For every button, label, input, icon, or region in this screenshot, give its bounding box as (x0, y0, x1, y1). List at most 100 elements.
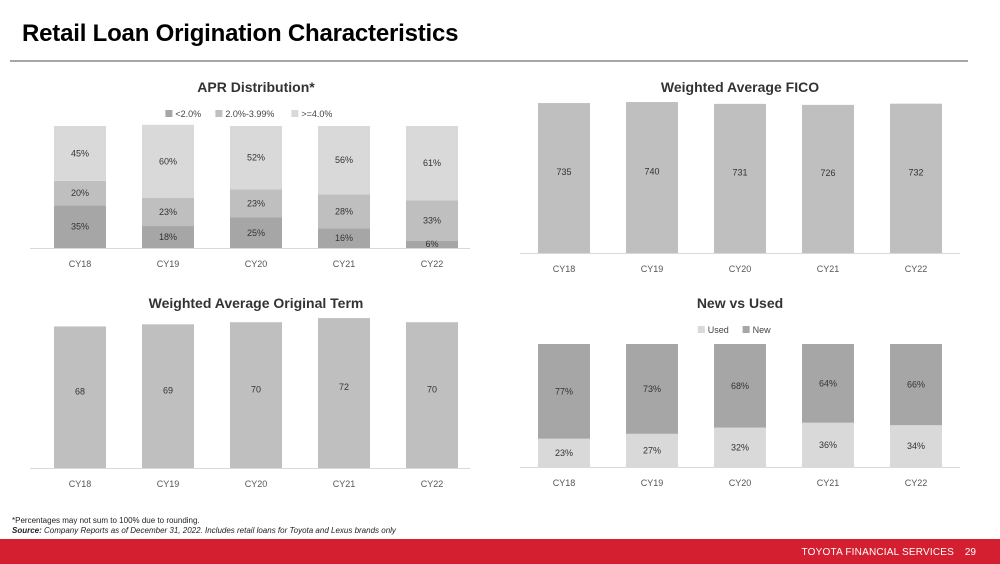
x-tick-label: CY21 (333, 259, 356, 269)
bar-cy18-new (538, 344, 590, 439)
bar-cy22-4-0 (406, 126, 458, 201)
bar-cy22-new (890, 344, 942, 426)
bar-cy18-4-0 (54, 126, 106, 181)
page-number: 29 (964, 547, 976, 558)
data-label: 23% (555, 448, 573, 458)
legend-item-used: Used (697, 325, 729, 335)
data-label: 34% (907, 441, 925, 451)
data-label: 73% (643, 384, 661, 394)
legend-swatch (215, 110, 223, 117)
data-label: 25% (247, 228, 265, 238)
data-label: 66% (907, 380, 925, 390)
data-label: 70 (251, 384, 261, 394)
bar-cy20 (714, 103, 766, 253)
bar-cy22-2-0-3-99 (406, 200, 458, 241)
bar-cy22-2-0 (406, 240, 458, 248)
weighted-average-fico-chart: Weighted Average FICO 735 CY18 740 CY19 731 CY… (520, 70, 960, 280)
legend-label: New (753, 325, 772, 335)
weighted-average-original-term-svg: Weighted Average Original Term 68 CY18 69 CY… (30, 295, 470, 489)
bar-cy19-2-0-3-99 (142, 197, 194, 227)
apr-distribution-chart: APR Distribution* <2.0% 2.0%-3.99% >=4.0% 35… (30, 70, 470, 280)
bar-cy22 (890, 103, 942, 253)
chart-title: Weighted Average Original Term (149, 295, 364, 311)
bar-cy22-used (890, 425, 942, 467)
x-tick-label: CY22 (421, 259, 444, 269)
x-tick-label: CY20 (245, 259, 268, 269)
data-label: 35% (71, 222, 89, 232)
bar-cy19-new (626, 344, 678, 434)
data-label: 52% (247, 153, 265, 163)
data-label: 36% (819, 440, 837, 450)
bar-cy21-2-0-3-99 (318, 194, 370, 229)
data-label: 726 (820, 168, 835, 178)
data-label: 68% (731, 381, 749, 391)
bar-cy20-2-0 (230, 217, 282, 248)
title-divider (10, 60, 968, 62)
x-tick-label: CY20 (729, 478, 752, 488)
x-tick-label: CY18 (69, 479, 92, 489)
bar-cy20-2-0-3-99 (230, 189, 282, 218)
apr-distribution-svg: APR Distribution* <2.0% 2.0%-3.99% >=4.0% 35… (30, 79, 470, 269)
bar-cy18 (538, 103, 590, 253)
legend-swatch (291, 110, 299, 117)
data-label: 56% (335, 155, 353, 165)
x-tick-label: CY20 (729, 264, 752, 274)
data-label: 72 (339, 382, 349, 392)
data-label: 23% (247, 198, 265, 208)
bar-cy20-new (714, 344, 766, 428)
data-label: 33% (423, 216, 441, 226)
x-tick-label: CY21 (333, 479, 356, 489)
x-tick-label: CY21 (817, 264, 840, 274)
bar-cy19-2-0 (142, 226, 194, 248)
data-label: 61% (423, 158, 441, 168)
data-label: 69 (163, 385, 173, 395)
legend-item-2-0: <2.0% (165, 109, 201, 119)
bar-cy18-2-0-3-99 (54, 180, 106, 206)
source-label: Source: (12, 526, 42, 535)
x-tick-label: CY20 (245, 479, 268, 489)
legend-item-new: New (742, 325, 772, 335)
page-title: Retail Loan Origination Characteristics (22, 20, 459, 47)
data-label: 732 (908, 167, 923, 177)
data-label: 45% (71, 148, 89, 158)
data-label: 68 (75, 387, 85, 397)
legend-swatch (165, 110, 173, 117)
new-vs-used-chart: New vs Used Used New 23% 77% CY18 27% 73% CY19 32… (520, 286, 960, 496)
bar-cy21-2-0 (318, 228, 370, 248)
legend-swatch (697, 326, 705, 333)
x-tick-label: CY22 (905, 264, 928, 274)
data-label: 735 (556, 167, 571, 177)
data-label: 20% (71, 188, 89, 198)
x-tick-label: CY21 (817, 478, 840, 488)
data-label: 64% (819, 378, 837, 388)
data-label: 23% (159, 207, 177, 217)
source-note: Source: Company Reports as of December 3… (12, 526, 396, 535)
new-vs-used-svg: New vs Used Used New 23% 77% CY18 27% 73% CY19 32… (520, 295, 960, 488)
bar-cy18 (54, 326, 106, 468)
bar-cy21 (318, 318, 370, 468)
legend-swatch (742, 326, 750, 333)
x-tick-label: CY19 (157, 259, 180, 269)
x-tick-label: CY18 (69, 259, 92, 269)
data-label: 16% (335, 233, 353, 243)
data-label: 740 (644, 166, 659, 176)
legend-label: Used (708, 325, 729, 335)
footer-bar: TOYOTA FINANCIAL SERVICES 29 (0, 539, 1000, 564)
legend-item-4-0: >=4.0% (291, 109, 332, 119)
legend-label: >=4.0% (301, 109, 332, 119)
data-label: 18% (159, 232, 177, 242)
bar-cy21-4-0 (318, 126, 370, 195)
x-tick-label: CY22 (905, 478, 928, 488)
bar-cy20-used (714, 427, 766, 467)
chart-title: APR Distribution* (197, 79, 315, 95)
legend-label: 2.0%-3.99% (225, 109, 274, 119)
bar-cy19-4-0 (142, 124, 194, 198)
bar-cy20 (230, 322, 282, 468)
bar-cy19 (626, 102, 678, 253)
data-label: 6% (425, 239, 438, 249)
footer-brand: TOYOTA FINANCIAL SERVICES (801, 547, 954, 558)
rounding-footnote: *Percentages may not sum to 100% due to … (12, 516, 200, 525)
data-label: 28% (335, 206, 353, 216)
bar-cy20-4-0 (230, 126, 282, 190)
legend-item-2-0-3-99: 2.0%-3.99% (215, 109, 274, 119)
